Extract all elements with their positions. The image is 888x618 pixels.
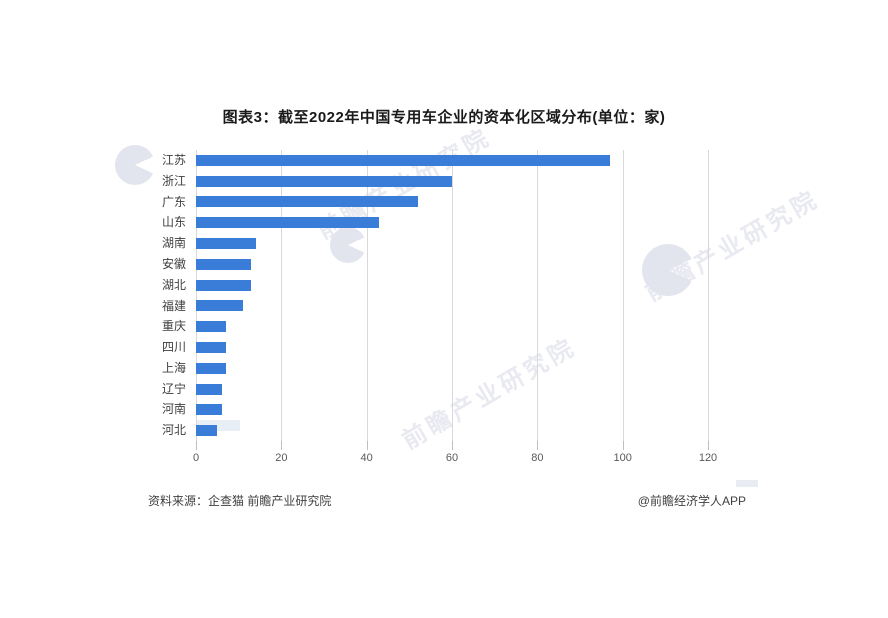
source-note: 资料来源：企查猫 前瞻产业研究院: [148, 494, 332, 508]
x-tick-label: 20: [275, 452, 288, 464]
category-label: 山东: [161, 215, 186, 230]
bar-江苏: [196, 154, 610, 166]
x-tick-label: 120: [698, 452, 718, 464]
bar-重庆: [196, 321, 226, 333]
axis-tick: [281, 441, 283, 450]
axis-tick: [366, 441, 368, 450]
category-label: 湖南: [161, 236, 186, 251]
bar-上海: [196, 362, 226, 374]
gridline: [622, 150, 624, 441]
bar-河南: [196, 404, 222, 416]
category-label: 广东: [161, 194, 186, 209]
bar-四川: [196, 341, 226, 353]
value-axis-line: [196, 150, 197, 441]
axis-tick: [452, 441, 453, 450]
bar-浙江: [196, 175, 452, 187]
qianzhan-logo-icon: [642, 244, 694, 296]
x-tick-label: 80: [531, 452, 544, 464]
category-label: 辽宁: [161, 381, 186, 396]
x-tick-label: 0: [192, 452, 200, 464]
plot-area: 0 20 40 60 80 100 120: [193, 150, 748, 464]
category-label: 重庆: [161, 319, 186, 334]
axis-tick: [708, 441, 709, 450]
category-label: 河南: [161, 402, 186, 417]
category-label: 上海: [161, 360, 186, 375]
qianzhan-logo-icon: [115, 145, 155, 185]
x-tick-label: 40: [360, 452, 373, 464]
bar-福建: [196, 300, 243, 312]
gridline: [281, 150, 283, 441]
bar-河北: [196, 425, 218, 437]
axis-tick: [622, 441, 624, 450]
category-axis: 江苏浙江广东山东湖南安徽湖北福建重庆四川上海辽宁河南河北: [0, 150, 186, 441]
category-label: 湖北: [161, 277, 186, 292]
chart-title: 图表3：截至2022年中国专用车企业的资本化区域分布(单位：家): [222, 109, 666, 126]
watermark-fragment: [196, 420, 240, 431]
gridline: [708, 150, 709, 441]
axis-tick: [196, 441, 197, 450]
bar-湖南: [196, 238, 256, 250]
category-label: 河北: [161, 423, 186, 438]
x-tick-label: 60: [445, 452, 459, 464]
axis-tick: [537, 441, 539, 450]
credit-note: @前瞻经济学人APP: [637, 494, 746, 508]
bar-山东: [196, 217, 380, 229]
bar-安徽: [196, 258, 252, 270]
category-label: 安徽: [161, 256, 186, 271]
x-tick-label: 100: [613, 452, 632, 464]
category-label: 浙江: [161, 173, 186, 188]
gridline: [452, 150, 453, 441]
category-label: 四川: [161, 340, 186, 355]
category-label: 福建: [161, 298, 186, 313]
bar-湖北: [196, 279, 252, 291]
bar-辽宁: [196, 383, 222, 395]
bar-广东: [196, 196, 418, 208]
gridline: [366, 150, 368, 441]
gridline: [537, 150, 539, 441]
category-label: 江苏: [161, 153, 186, 167]
watermark-fragment: [736, 480, 758, 487]
qianzhan-logo-icon: [330, 227, 366, 263]
